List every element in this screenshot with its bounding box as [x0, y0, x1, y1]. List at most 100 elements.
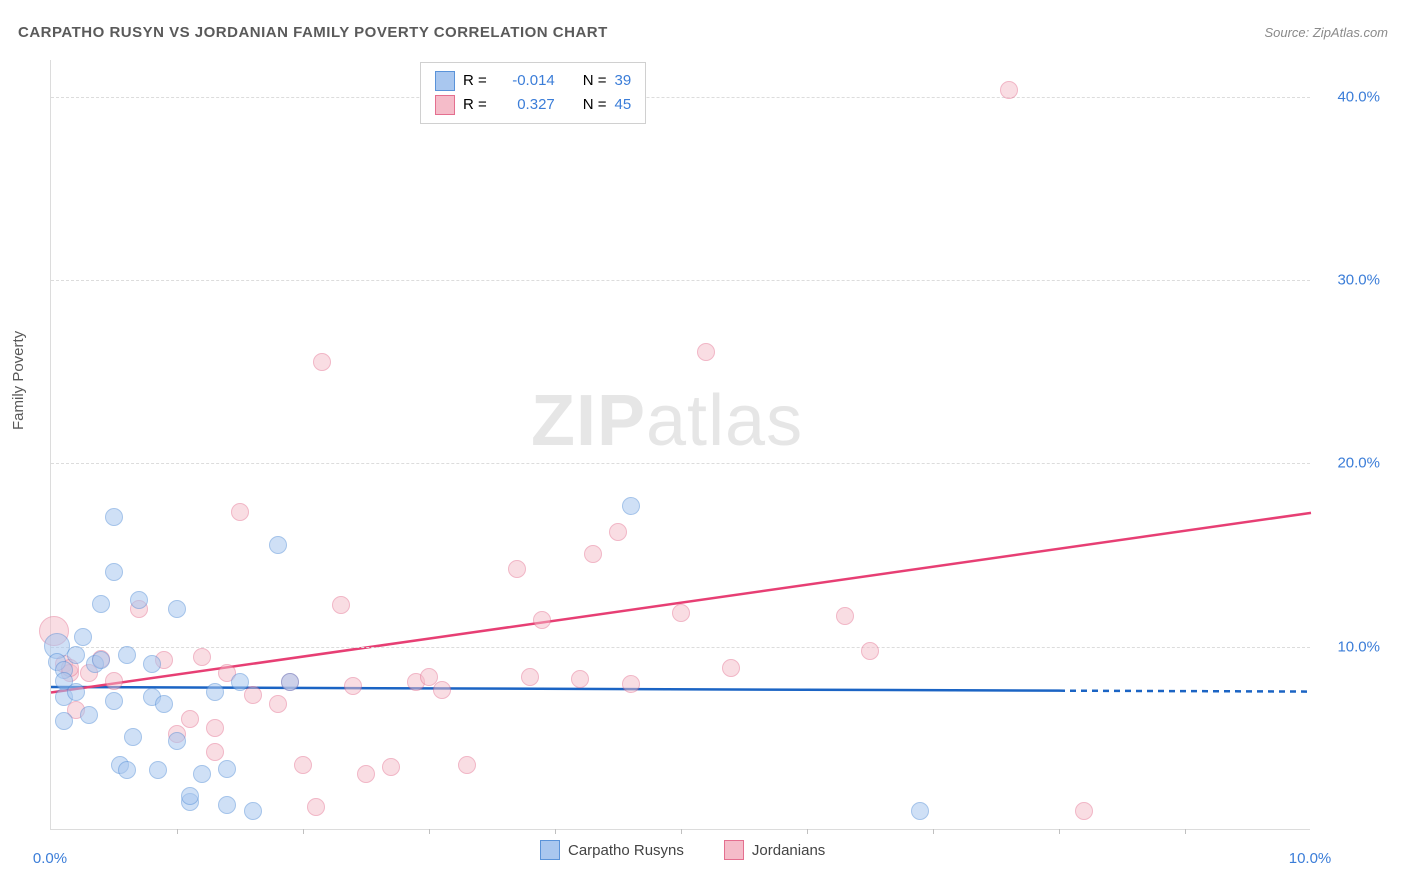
point-jordanian	[193, 648, 211, 666]
chart-source: Source: ZipAtlas.com	[1264, 25, 1388, 40]
point-carpatho	[80, 706, 98, 724]
point-jordanian	[294, 756, 312, 774]
point-carpatho	[67, 646, 85, 664]
stats-box: R = -0.014 N = 39 R = 0.327 N = 45	[420, 62, 646, 124]
point-jordanian	[206, 719, 224, 737]
point-jordanian	[836, 607, 854, 625]
n-value-jordanian: 45	[615, 93, 632, 117]
point-jordanian	[332, 596, 350, 614]
swatch-jordanian	[435, 95, 455, 115]
point-jordanian	[313, 353, 331, 371]
point-carpatho	[105, 563, 123, 581]
grid-line	[51, 647, 1310, 648]
legend-item-jordanian: Jordanians	[724, 840, 825, 860]
point-jordanian	[722, 659, 740, 677]
x-tick	[681, 829, 682, 834]
legend-label-carpatho: Carpatho Rusyns	[568, 842, 684, 859]
x-tick	[177, 829, 178, 834]
point-carpatho	[181, 787, 199, 805]
point-carpatho	[218, 760, 236, 778]
point-carpatho	[67, 683, 85, 701]
point-carpatho	[55, 712, 73, 730]
point-jordanian	[206, 743, 224, 761]
point-carpatho	[244, 802, 262, 820]
point-carpatho	[105, 508, 123, 526]
legend-label-jordanian: Jordanians	[752, 842, 825, 859]
point-jordanian	[571, 670, 589, 688]
y-tick-label: 20.0%	[1320, 455, 1380, 472]
point-jordanian	[697, 343, 715, 361]
point-carpatho	[118, 761, 136, 779]
point-jordanian	[433, 681, 451, 699]
point-carpatho	[269, 536, 287, 554]
point-carpatho	[911, 802, 929, 820]
n-label: N =	[583, 93, 607, 117]
r-value-jordanian: 0.327	[495, 93, 555, 117]
point-jordanian	[231, 503, 249, 521]
point-carpatho	[231, 673, 249, 691]
point-jordanian	[244, 686, 262, 704]
point-jordanian	[382, 758, 400, 776]
stats-row-jordanian: R = 0.327 N = 45	[435, 93, 631, 117]
watermark-atlas: atlas	[646, 381, 803, 461]
x-tick-label: 0.0%	[33, 850, 67, 867]
x-tick-label: 10.0%	[1289, 850, 1332, 867]
legend: Carpatho Rusyns Jordanians	[540, 840, 825, 860]
point-jordanian	[508, 560, 526, 578]
point-jordanian	[181, 710, 199, 728]
plot-area: ZIPatlas 10.0%20.0%30.0%40.0%	[50, 60, 1310, 830]
x-tick	[1185, 829, 1186, 834]
grid-line	[51, 97, 1310, 98]
stats-row-carpatho: R = -0.014 N = 39	[435, 69, 631, 93]
x-tick	[555, 829, 556, 834]
x-tick	[933, 829, 934, 834]
point-jordanian	[1000, 81, 1018, 99]
point-carpatho	[281, 673, 299, 691]
point-carpatho	[155, 695, 173, 713]
point-carpatho	[206, 683, 224, 701]
chart-container: CARPATHO RUSYN VS JORDANIAN FAMILY POVER…	[0, 0, 1406, 892]
n-value-carpatho: 39	[615, 69, 632, 93]
x-tick	[303, 829, 304, 834]
point-jordanian	[357, 765, 375, 783]
y-tick-label: 10.0%	[1320, 638, 1380, 655]
chart-header: CARPATHO RUSYN VS JORDANIAN FAMILY POVER…	[18, 18, 1388, 46]
legend-item-carpatho: Carpatho Rusyns	[540, 840, 684, 860]
swatch-carpatho	[435, 71, 455, 91]
grid-line	[51, 463, 1310, 464]
point-carpatho	[218, 796, 236, 814]
point-carpatho	[143, 655, 161, 673]
point-jordanian	[609, 523, 627, 541]
point-carpatho	[92, 651, 110, 669]
point-carpatho	[168, 732, 186, 750]
point-jordanian	[307, 798, 325, 816]
point-carpatho	[74, 628, 92, 646]
point-jordanian	[533, 611, 551, 629]
point-carpatho	[193, 765, 211, 783]
point-carpatho	[124, 728, 142, 746]
point-carpatho	[118, 646, 136, 664]
point-carpatho	[149, 761, 167, 779]
point-jordanian	[861, 642, 879, 660]
x-tick	[1059, 829, 1060, 834]
point-carpatho	[168, 600, 186, 618]
x-tick	[429, 829, 430, 834]
point-carpatho	[92, 595, 110, 613]
point-carpatho	[130, 591, 148, 609]
y-tick-label: 40.0%	[1320, 88, 1380, 105]
r-label: R =	[463, 93, 487, 117]
r-value-carpatho: -0.014	[495, 69, 555, 93]
watermark-zip: ZIP	[531, 381, 646, 461]
y-tick-label: 30.0%	[1320, 272, 1380, 289]
point-jordanian	[105, 672, 123, 690]
point-jordanian	[622, 675, 640, 693]
legend-swatch-jordanian	[724, 840, 744, 860]
x-tick	[807, 829, 808, 834]
watermark: ZIPatlas	[531, 380, 803, 462]
point-jordanian	[672, 604, 690, 622]
r-label: R =	[463, 69, 487, 93]
point-jordanian	[269, 695, 287, 713]
y-axis-label: Family Poverty	[10, 331, 27, 430]
point-carpatho	[622, 497, 640, 515]
point-jordanian	[458, 756, 476, 774]
